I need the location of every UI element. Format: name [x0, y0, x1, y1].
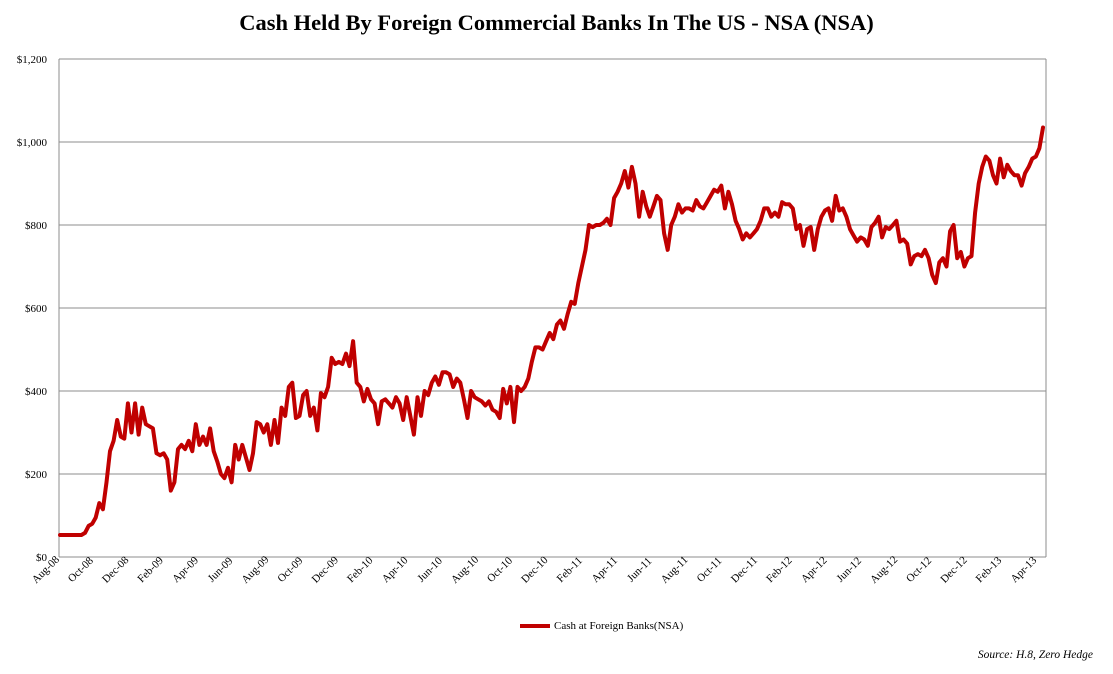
x-tick-label: Jun-10 — [415, 555, 445, 585]
y-tick-label: $400 — [25, 386, 48, 398]
x-tick-label: Dec-09 — [310, 554, 342, 586]
x-tick-label: Aug-10 — [449, 553, 482, 586]
source-note: Source: H.8, Zero Hedge — [977, 649, 1093, 661]
series-lines — [58, 125, 1045, 537]
legend: Cash at Foreign Banks(NSA) — [520, 620, 683, 632]
x-axis-tick-labels: Aug-08 Oct-08 Dec-08 Feb-09 Apr-09 Jun-09 Aug-… — [30, 553, 1040, 586]
x-tick-label: Feb-10 — [345, 554, 376, 585]
x-tick-label: Jun-12 — [834, 555, 864, 585]
x-tick-label: Oct-11 — [695, 555, 725, 585]
y-tick-label: $0 — [36, 552, 48, 564]
y-tick-label: $600 — [25, 303, 48, 315]
x-tick-label: Apr-09 — [170, 554, 201, 585]
x-tick-label: Apr-11 — [589, 555, 620, 586]
legend-label: Cash at Foreign Banks(NSA) — [554, 620, 684, 632]
y-tick-label: $800 — [25, 220, 48, 232]
x-tick-label: Oct-10 — [485, 554, 515, 584]
y-tick-label: $1,200 — [17, 54, 48, 66]
x-tick-label: Aug-11 — [659, 554, 691, 586]
x-tick-label: Dec-11 — [729, 554, 760, 585]
x-tick-label: Feb-12 — [764, 555, 795, 586]
x-tick-label: Jun-09 — [206, 555, 236, 585]
series-line — [58, 125, 1045, 537]
x-tick-label: Aug-12 — [868, 554, 900, 586]
x-tick-label: Feb-13 — [974, 554, 1005, 585]
x-tick-label: Apr-13 — [1008, 554, 1039, 585]
x-tick-label: Feb-09 — [135, 554, 166, 585]
axes — [58, 59, 1047, 558]
x-tick-label: Dec-08 — [100, 554, 132, 586]
x-tick-label: Dec-12 — [938, 554, 969, 585]
x-tick-label: Jun-11 — [625, 555, 654, 584]
y-tick-label: $1,000 — [17, 137, 48, 149]
x-tick-label: Dec-10 — [519, 554, 551, 586]
x-tick-label: Oct-12 — [904, 555, 934, 585]
x-tick-label: Aug-09 — [239, 553, 272, 586]
x-tick-label: Oct-08 — [66, 554, 96, 584]
y-axis-tick-labels: $0 $200 $400 $600 $800 $1,000 $1,200 — [17, 54, 48, 564]
x-tick-label: Feb-11 — [555, 555, 585, 585]
y-tick-label: $200 — [25, 469, 48, 481]
gridlines — [59, 58, 1046, 475]
x-tick-label: Apr-10 — [380, 554, 411, 585]
chart-title: Cash Held By Foreign Commercial Banks In… — [239, 10, 874, 35]
x-tick-label: Oct-09 — [275, 554, 305, 584]
x-tick-label: Apr-12 — [799, 554, 830, 585]
legend-swatch — [520, 624, 550, 628]
